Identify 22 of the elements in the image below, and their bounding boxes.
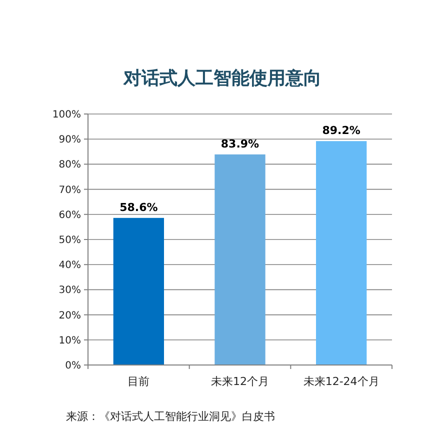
source-note: 来源：《对话式人工智能行业洞见》白皮书 <box>66 410 275 423</box>
y-tick-label: 50% <box>58 235 81 246</box>
y-tick-label: 0% <box>65 360 81 372</box>
y-tick-label: 40% <box>58 260 81 272</box>
y-tick-label: 70% <box>58 184 81 196</box>
y-tick-label: 10% <box>58 335 81 346</box>
bar <box>113 218 164 365</box>
y-tick-label: 30% <box>58 285 81 296</box>
bar <box>316 141 367 365</box>
y-tick-label: 80% <box>58 160 81 171</box>
y-tick-label: 60% <box>58 210 81 221</box>
data-label: 83.9% <box>220 137 260 150</box>
data-label: 89.2% <box>322 124 360 138</box>
chart-title: 对话式人工智能使用意向 <box>122 68 322 89</box>
x-tick-label: 未来12-24个月 <box>303 375 380 388</box>
y-tick-label: 100% <box>52 110 81 120</box>
data-label: 58.6% <box>120 200 158 214</box>
x-tick-label: 目前 <box>128 375 150 388</box>
bar <box>214 154 266 365</box>
y-tick-label: 90% <box>58 134 81 146</box>
y-tick-label: 20% <box>58 310 81 322</box>
x-tick-label: 未来12个月 <box>211 375 269 388</box>
